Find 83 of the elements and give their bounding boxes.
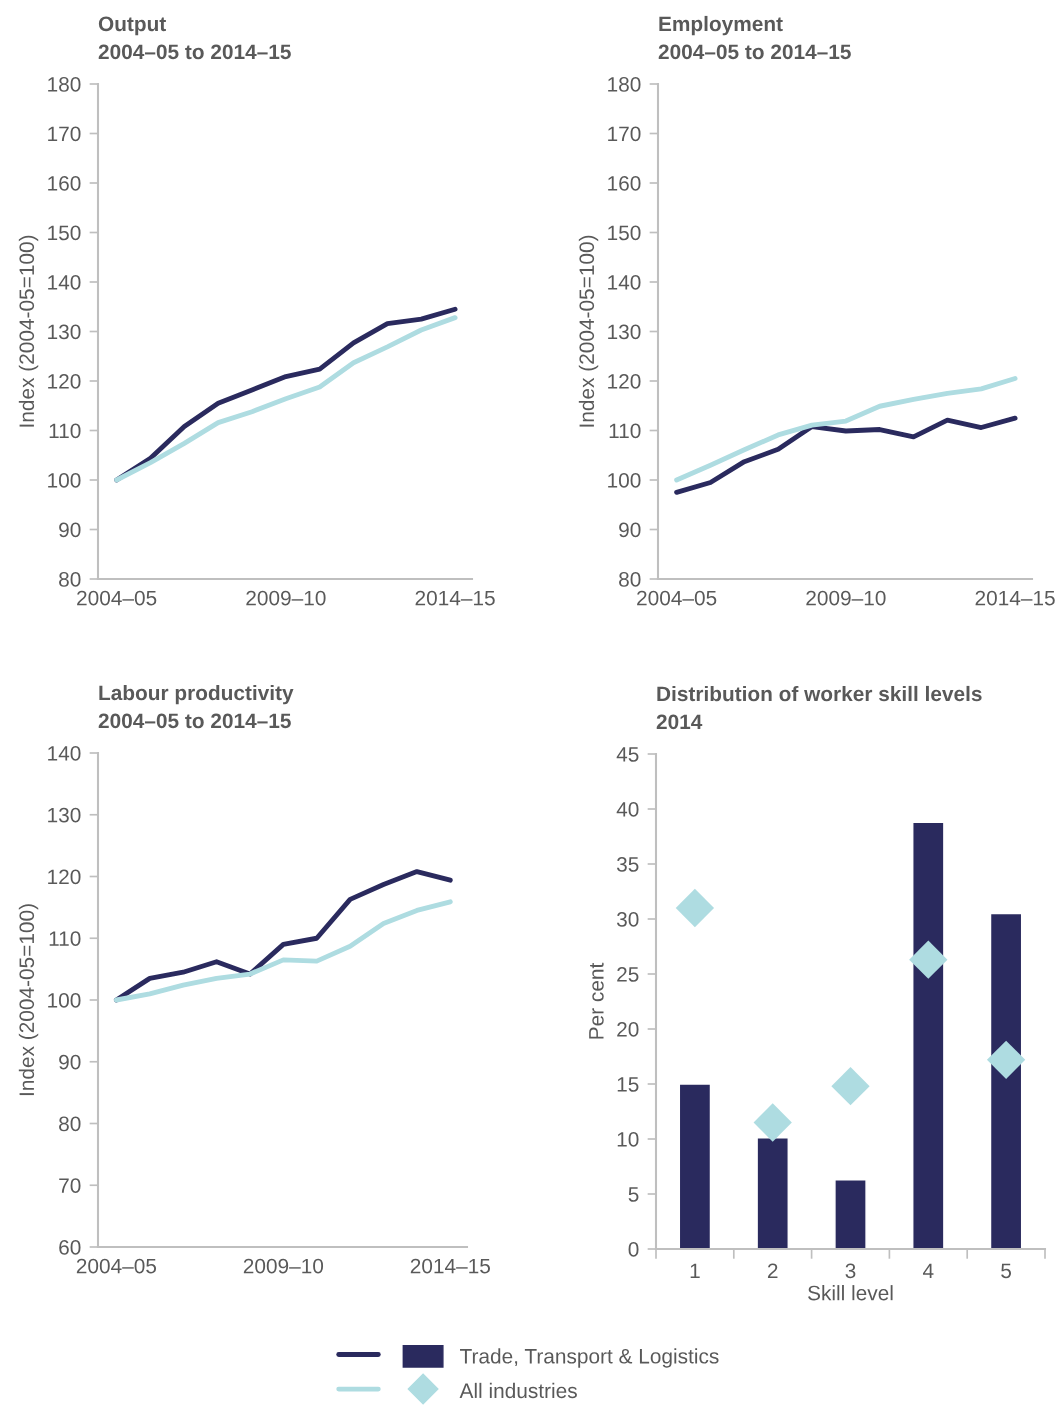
y-tick-label: 140 bbox=[48, 746, 81, 761]
y-tick-label: 25 bbox=[617, 967, 639, 982]
x-axis-title: Skill level bbox=[808, 1285, 893, 1301]
y-tick-label: 120 bbox=[48, 869, 81, 885]
chart-title: Output bbox=[98, 16, 166, 36]
x-tick-label: 2009–10 bbox=[806, 590, 886, 606]
y-tick-label: 5 bbox=[628, 1187, 639, 1202]
line-series bbox=[113, 899, 453, 1003]
chart-title: Employment bbox=[659, 15, 783, 36]
y-tick-label: 180 bbox=[48, 77, 81, 92]
chart-subtitle: 2014 bbox=[656, 714, 703, 730]
point bbox=[831, 1067, 870, 1106]
x-tick-label: 2004–05 bbox=[76, 1258, 157, 1274]
y-tick-label: 100 bbox=[608, 473, 641, 488]
y-tick-label: 35 bbox=[616, 857, 639, 872]
y-axis-title: Index (2004-05=100) bbox=[18, 235, 39, 427]
y-tick-label: 15 bbox=[617, 1077, 639, 1092]
y-tick-label: 40 bbox=[616, 802, 639, 817]
y-tick-label: 110 bbox=[609, 423, 641, 439]
y-tick-label: 170 bbox=[48, 126, 81, 142]
y-tick-label: 150 bbox=[608, 225, 641, 241]
y-tick-label: 120 bbox=[48, 374, 81, 389]
y-tick-label: 160 bbox=[608, 176, 641, 191]
line-series bbox=[674, 376, 1018, 483]
x-tick-label: 2004–05 bbox=[637, 590, 717, 606]
y-tick-label: 20 bbox=[617, 1022, 639, 1037]
y-tick-label: 120 bbox=[608, 374, 641, 389]
y-tick-label: 150 bbox=[48, 225, 81, 241]
y-tick-label: 90 bbox=[619, 522, 641, 538]
y-tick-label: 160 bbox=[48, 176, 81, 191]
line-series bbox=[674, 415, 1018, 495]
bar bbox=[834, 1179, 867, 1249]
bar bbox=[989, 912, 1023, 1249]
point bbox=[986, 1040, 1026, 1079]
bar bbox=[678, 1083, 712, 1249]
y-tick-label: 140 bbox=[608, 275, 641, 290]
y-tick-label: 60 bbox=[59, 1240, 81, 1255]
y-tick-label: 110 bbox=[49, 931, 81, 946]
legend-label: All industries bbox=[459, 1382, 577, 1399]
x-tick-label: 1 bbox=[690, 1263, 700, 1278]
point bbox=[675, 888, 715, 928]
y-tick-label: 10 bbox=[617, 1132, 639, 1147]
x-tick-label: 3 bbox=[845, 1263, 856, 1279]
y-tick-label: 0 bbox=[628, 1242, 639, 1257]
y-tick-label: 80 bbox=[59, 572, 81, 587]
x-tick-label: 2014–15 bbox=[975, 590, 1055, 606]
y-tick-label: 30 bbox=[616, 912, 639, 927]
y-tick-label: 70 bbox=[59, 1178, 81, 1193]
y-tick-label: 80 bbox=[619, 572, 641, 587]
y-tick-label: 130 bbox=[48, 807, 81, 823]
x-tick-label: 2009–10 bbox=[246, 590, 326, 606]
chart-title: Labour productivity bbox=[99, 684, 294, 705]
x-tick-label: 2 bbox=[767, 1263, 778, 1278]
chart-subtitle: 2004–05 to 2014–15 bbox=[658, 44, 851, 60]
y-tick-label: 90 bbox=[59, 522, 81, 538]
y-tick-label: 110 bbox=[49, 423, 81, 439]
y-tick-label: 140 bbox=[48, 275, 81, 290]
chart-subtitle: 2004–05 to 2014–15 bbox=[98, 44, 291, 60]
y-tick-label: 100 bbox=[48, 473, 81, 488]
y-tick-label: 130 bbox=[608, 324, 641, 340]
y-tick-label: 130 bbox=[48, 324, 81, 340]
y-tick-label: 170 bbox=[608, 126, 641, 142]
x-tick-label: 2014–15 bbox=[415, 590, 495, 606]
y-tick-label: 80 bbox=[59, 1116, 81, 1132]
legend-label: Trade, Transport & Logistics bbox=[460, 1348, 719, 1368]
point bbox=[909, 940, 948, 979]
y-tick-label: 100 bbox=[48, 993, 81, 1008]
point bbox=[753, 1103, 792, 1142]
bar bbox=[756, 1137, 789, 1249]
bar bbox=[912, 821, 945, 1249]
chart-subtitle: 2004–05 to 2014–15 bbox=[98, 713, 291, 729]
y-tick-label: 45 bbox=[616, 747, 639, 762]
x-tick-label: 2014–15 bbox=[410, 1258, 490, 1274]
x-tick-label: 2009–10 bbox=[243, 1258, 324, 1274]
y-tick-label: 180 bbox=[608, 77, 641, 92]
y-tick-label: 90 bbox=[59, 1054, 81, 1070]
x-tick-label: 5 bbox=[1001, 1263, 1012, 1279]
x-tick-label: 4 bbox=[922, 1263, 934, 1278]
chart-title: Distribution of worker skill levels bbox=[657, 685, 982, 702]
y-axis-title: Per cent bbox=[589, 962, 604, 1039]
x-tick-label: 2004–05 bbox=[77, 590, 157, 606]
y-axis-title: Index (2004-05=100) bbox=[18, 904, 39, 1096]
y-axis-title: Index (2004-05=100) bbox=[578, 235, 599, 427]
